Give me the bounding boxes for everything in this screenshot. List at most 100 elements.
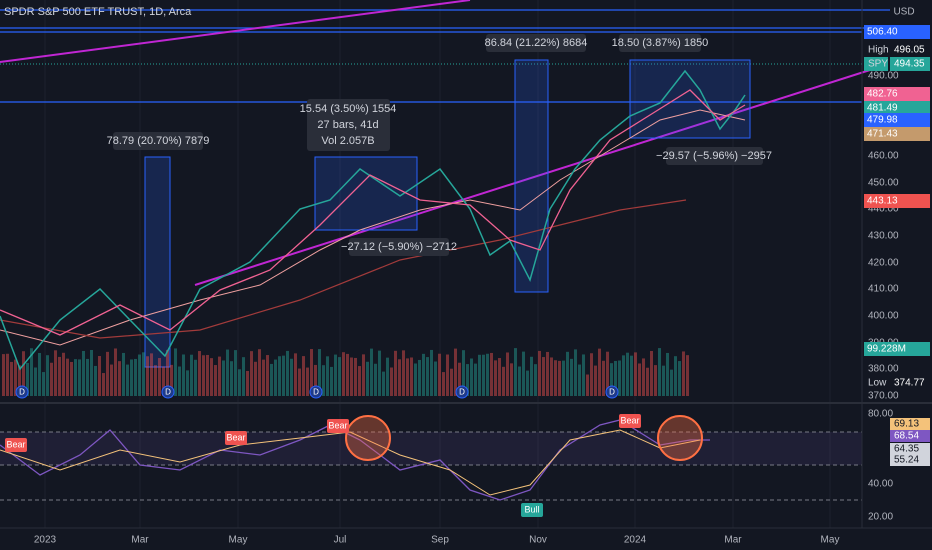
- volume-bar: [602, 360, 605, 396]
- volume-bar: [86, 358, 89, 396]
- volume-bar: [58, 356, 61, 396]
- volume-bar: [626, 352, 629, 396]
- volume-bar: [334, 354, 337, 396]
- volume-bar: [554, 360, 557, 396]
- volume-bar: [110, 364, 113, 396]
- volume-bar: [130, 359, 133, 396]
- volume-bar: [382, 371, 385, 396]
- volume-bar: [42, 372, 45, 396]
- volume-bar: [618, 360, 621, 396]
- dynamic-layer: USD 490.00 460.00 450.00 440.00 430.00 420.00 4…: [5, 7, 930, 546]
- volume-bar: [182, 354, 185, 396]
- volume-bar: [278, 356, 281, 396]
- price-tag: [864, 101, 930, 115]
- dividend-marker-label: D: [165, 388, 171, 397]
- tag-label: High: [868, 45, 889, 56]
- time-axis-label: Jul: [334, 535, 347, 546]
- rsi-tag: [890, 418, 930, 430]
- volume-bar: [62, 352, 65, 396]
- volume-bar: [114, 348, 117, 396]
- trend-line: [0, 0, 471, 63]
- volume-bar: [410, 357, 413, 396]
- volume-bar: [546, 351, 549, 396]
- volume-bar: [530, 356, 533, 396]
- volume-bar: [186, 370, 189, 396]
- volume-bar: [314, 364, 317, 396]
- rsi-tag: [890, 443, 930, 455]
- volume-bar: [614, 360, 617, 396]
- signal-label: Bull: [524, 504, 539, 514]
- price-tag: [890, 376, 930, 390]
- price-tag: [864, 194, 930, 208]
- volume-bar: [246, 370, 249, 396]
- volume-bar: [630, 355, 633, 396]
- volume-bar: [30, 348, 33, 396]
- volume-bar: [266, 355, 269, 396]
- volume-bar: [386, 357, 389, 396]
- tag-label-bg: [864, 43, 888, 57]
- volume-bar: [282, 355, 285, 396]
- volume-bar: [454, 348, 457, 396]
- currency-label: USD: [893, 7, 914, 18]
- volume-bar: [658, 348, 661, 396]
- tag-label-bg: [864, 376, 888, 390]
- price-tag-value: 506.40: [867, 27, 898, 38]
- signal-badge: [225, 431, 247, 445]
- volume-bar: [194, 359, 197, 396]
- volume-bar: [14, 359, 17, 396]
- volume-bar: [490, 352, 493, 396]
- volume-bar: [582, 354, 585, 396]
- volume-bar: [358, 366, 361, 396]
- volume-bar: [642, 358, 645, 396]
- volume-bar: [338, 357, 341, 396]
- trend-line: [194, 69, 871, 286]
- price-tag: [864, 87, 930, 101]
- volume-bar: [326, 356, 329, 396]
- price-series: [0, 69, 746, 371]
- volume-bar: [362, 354, 365, 396]
- measure-boxes: [144, 59, 751, 368]
- volume-bar: [234, 350, 237, 396]
- price-axis-label: 370.00: [868, 391, 899, 402]
- signal-label: Bear: [328, 420, 347, 430]
- volume-bar: [378, 350, 381, 396]
- rsi-tag: [890, 454, 930, 466]
- volume-bar: [670, 369, 673, 396]
- volume-bar: [318, 349, 321, 396]
- volume-bar: [446, 354, 449, 396]
- volume-bar: [154, 365, 157, 396]
- rsi-tag: [890, 430, 930, 442]
- price-tag-value: 482.76: [867, 89, 898, 100]
- volume-bar: [350, 357, 353, 396]
- volume-bar: [578, 364, 581, 396]
- volume-bar: [610, 363, 613, 396]
- volume-bar: [482, 354, 485, 396]
- volume-bar: [38, 352, 41, 396]
- volume-bar: [242, 357, 245, 396]
- volume-bar: [534, 364, 537, 396]
- volume-bar: [34, 367, 37, 396]
- symbol-title: SPDR S&P 500 ETF TRUST, 1D, Arca: [4, 6, 192, 18]
- volume-bar: [142, 352, 145, 396]
- volume-bar: [434, 361, 437, 396]
- measure-label: −29.57 (−5.96%) −2957: [656, 150, 772, 162]
- volume-bar: [54, 350, 57, 396]
- rsi-line: [0, 419, 710, 501]
- volume-bar: [438, 353, 441, 396]
- volume-bar: [294, 353, 297, 396]
- volume-bar: [650, 350, 653, 396]
- signal-badge: [327, 419, 349, 433]
- volume-bar: [302, 356, 305, 396]
- volume-bar: [422, 353, 425, 396]
- volume-bar: [162, 366, 165, 396]
- price-axis-label: 400.00: [868, 311, 899, 322]
- signal-badge: [619, 414, 641, 428]
- time-axis-label: May: [229, 535, 248, 546]
- volume-bar: [230, 361, 233, 396]
- dividend-marker: [309, 385, 323, 399]
- volume-bar: [166, 349, 169, 396]
- volume-bar: [418, 359, 421, 396]
- price-axis-label: 420.00: [868, 258, 899, 269]
- price-tag: [890, 57, 930, 71]
